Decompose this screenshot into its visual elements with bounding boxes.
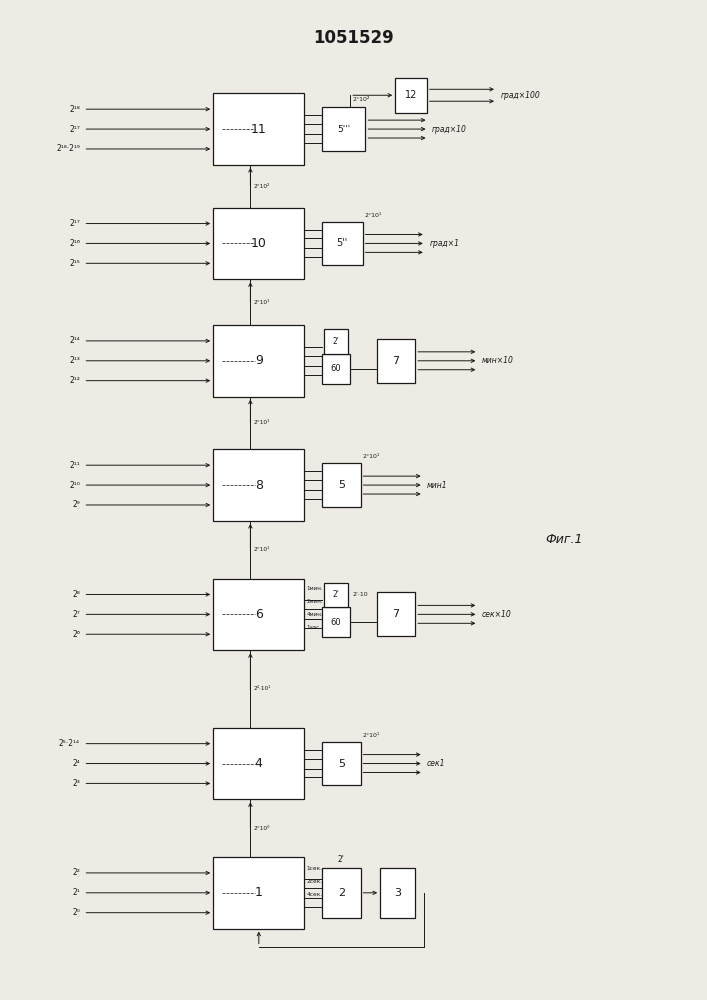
Bar: [380, 868, 415, 918]
Text: 10: 10: [251, 237, 267, 250]
Text: 2': 2': [338, 855, 344, 864]
Text: сек1: сек1: [427, 759, 445, 768]
Bar: [322, 463, 361, 507]
Text: 2: 2: [338, 888, 345, 898]
Bar: [214, 579, 305, 650]
Text: 2°10¹: 2°10¹: [363, 733, 380, 738]
Text: 2³: 2³: [72, 779, 80, 788]
Text: 2°10²: 2°10²: [254, 184, 270, 189]
Text: 2¹⁵: 2¹⁵: [69, 259, 80, 268]
Text: 7: 7: [392, 356, 399, 366]
Text: 6: 6: [255, 608, 263, 621]
Bar: [324, 583, 349, 607]
Text: 2¹⁴: 2¹⁴: [69, 336, 80, 345]
Bar: [322, 222, 363, 265]
Text: 3: 3: [395, 888, 401, 898]
Text: 2⁵·2¹⁴: 2⁵·2¹⁴: [59, 739, 80, 748]
Text: 60: 60: [331, 364, 341, 373]
Text: 5'': 5'': [337, 238, 348, 248]
Text: 9: 9: [255, 354, 263, 367]
Text: 2⁸: 2⁸: [72, 590, 80, 599]
Text: 2¹⁶: 2¹⁶: [69, 239, 80, 248]
Text: 12: 12: [405, 90, 417, 100]
Text: 5: 5: [338, 480, 345, 490]
Text: 2°10¹: 2°10¹: [254, 300, 270, 305]
Text: 2сек.: 2сек.: [307, 879, 322, 884]
Text: 1сек.: 1сек.: [307, 866, 322, 871]
Bar: [214, 325, 305, 397]
Text: 60: 60: [331, 618, 341, 627]
Text: 4: 4: [255, 757, 263, 770]
Text: 1051529: 1051529: [313, 29, 394, 47]
Text: 2¹³: 2¹³: [69, 356, 80, 365]
Text: сек×10: сек×10: [482, 610, 512, 619]
Text: град×10: град×10: [432, 125, 467, 134]
Text: 2¹⁸: 2¹⁸: [69, 105, 80, 114]
Text: 2⁷: 2⁷: [72, 610, 80, 619]
Bar: [324, 329, 349, 354]
Bar: [377, 592, 415, 636]
Text: 5''': 5''': [337, 125, 350, 134]
Text: 2': 2': [332, 337, 339, 346]
Text: 2¹⁰: 2¹⁰: [69, 481, 80, 490]
Text: 2⁴·10¹: 2⁴·10¹: [254, 686, 271, 691]
Text: 2⁶: 2⁶: [72, 630, 80, 639]
Text: 2°10¹: 2°10¹: [254, 420, 270, 425]
Text: 2мин.: 2мин.: [307, 599, 323, 604]
Text: 2°10¹: 2°10¹: [365, 213, 382, 218]
Bar: [214, 728, 305, 799]
Text: мин1: мин1: [427, 481, 448, 490]
Text: 2°10⁰: 2°10⁰: [254, 826, 270, 831]
Text: 7: 7: [392, 609, 399, 619]
Text: 2': 2': [332, 590, 339, 599]
Bar: [395, 78, 427, 113]
Text: 2¹⁷: 2¹⁷: [69, 125, 80, 134]
Text: 8: 8: [255, 479, 263, 492]
Bar: [322, 607, 350, 637]
Text: 2°10¹: 2°10¹: [254, 547, 270, 552]
Bar: [214, 208, 305, 279]
Text: 2⁹: 2⁹: [72, 500, 80, 509]
Text: мин×10: мин×10: [482, 356, 514, 365]
Text: 1мин.: 1мин.: [307, 586, 323, 591]
Bar: [214, 449, 305, 521]
Text: град×1: град×1: [429, 239, 460, 248]
Text: 4мин.: 4мин.: [307, 612, 323, 617]
Text: град×100: град×100: [501, 91, 540, 100]
Text: 2'·10: 2'·10: [352, 592, 368, 597]
Text: 2¹⁸·2¹⁹: 2¹⁸·2¹⁹: [56, 144, 80, 153]
Text: 11: 11: [251, 123, 267, 136]
Text: 2⁰: 2⁰: [72, 908, 80, 917]
Text: Фиг.1: Фиг.1: [545, 533, 583, 546]
Text: 2⁴: 2⁴: [72, 759, 80, 768]
Bar: [322, 107, 366, 151]
Text: 2¹¹: 2¹¹: [69, 461, 80, 470]
Text: 4сек.: 4сек.: [307, 892, 322, 897]
Text: 2°10²: 2°10²: [352, 97, 370, 102]
Text: 2¹²: 2¹²: [69, 376, 80, 385]
Text: 1час: 1час: [307, 625, 320, 630]
Text: 2²: 2²: [72, 868, 80, 877]
Bar: [322, 354, 350, 384]
Text: 5: 5: [338, 759, 345, 769]
Text: 2¹⁷: 2¹⁷: [69, 219, 80, 228]
Bar: [322, 868, 361, 918]
Text: 2¹: 2¹: [72, 888, 80, 897]
Text: 2°10¹: 2°10¹: [363, 454, 380, 459]
Bar: [377, 339, 415, 383]
Text: 1: 1: [255, 886, 263, 899]
Bar: [214, 857, 305, 929]
Bar: [214, 93, 305, 165]
Bar: [322, 742, 361, 785]
